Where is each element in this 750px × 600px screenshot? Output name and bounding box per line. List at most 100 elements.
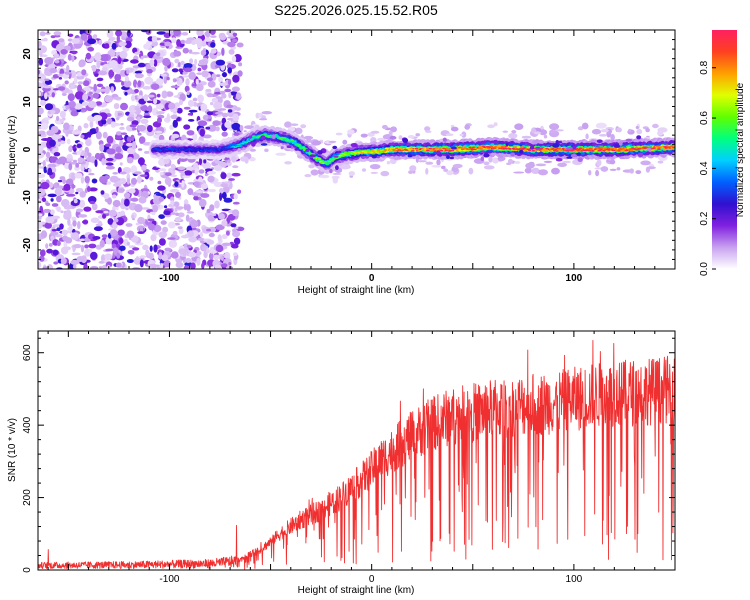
noise-speckle <box>98 88 108 92</box>
noise-speckle <box>106 118 113 125</box>
noise-speckle <box>110 121 116 128</box>
noise-speckle <box>213 254 220 260</box>
noise-speckle <box>71 38 80 44</box>
noise-speckle <box>228 92 232 99</box>
noise-speckle <box>88 243 97 249</box>
noise-speckle <box>232 113 239 122</box>
ridge-outlier <box>535 146 541 150</box>
noise-speckle <box>76 72 83 77</box>
noise-speckle <box>66 193 76 197</box>
noise-speckle <box>185 214 190 222</box>
ridge-cell <box>339 154 343 157</box>
noise-speckle <box>141 30 149 33</box>
ridge-cell <box>484 147 488 150</box>
ridge-cell <box>237 143 241 146</box>
halo-speckle <box>533 131 542 135</box>
ridge-outlier <box>402 138 409 143</box>
noise-speckle <box>209 204 215 212</box>
noise-speckle <box>38 213 43 217</box>
ridge-cell <box>364 152 368 154</box>
ridge-outlier <box>294 148 299 151</box>
noise-speckle <box>167 237 176 240</box>
noise-speckle <box>38 221 43 229</box>
noise-speckle <box>83 132 93 136</box>
halo-speckle <box>461 131 467 138</box>
noise-speckle <box>142 244 149 251</box>
noise-speckle <box>66 138 71 145</box>
noise-speckle <box>233 226 239 230</box>
ridge-cell <box>587 149 591 152</box>
noise-speckle <box>231 172 241 177</box>
ridge-outlier <box>317 150 323 155</box>
noise-speckle <box>51 226 56 230</box>
noise-speckle <box>188 71 196 80</box>
noise-speckle <box>47 163 57 169</box>
noise-speckle <box>158 196 164 202</box>
halo-speckle <box>521 135 532 139</box>
halo-speckle <box>388 130 393 136</box>
noise-speckle <box>174 102 181 108</box>
noise-speckle <box>98 39 103 45</box>
halo-speckle <box>555 129 564 132</box>
halo-speckle <box>294 127 303 135</box>
noise-speckle <box>57 179 63 183</box>
noise-speckle <box>152 204 159 213</box>
noise-speckle <box>190 262 196 269</box>
halo-speckle <box>596 159 602 167</box>
noise-speckle <box>123 80 132 88</box>
noise-speckle <box>119 139 124 148</box>
snr-series <box>38 331 675 570</box>
halo-speckle <box>443 168 448 172</box>
noise-speckle <box>170 114 178 120</box>
ridge-cell <box>331 158 336 161</box>
halo-speckle <box>319 174 330 179</box>
noise-speckle <box>177 226 183 230</box>
noise-speckle <box>63 45 71 51</box>
ridge-cell <box>446 148 450 150</box>
noise-speckle <box>205 88 212 92</box>
ridge-cell <box>295 143 300 145</box>
noise-speckle <box>64 71 72 75</box>
ridge-outlier <box>309 154 317 158</box>
noise-speckle <box>103 61 108 65</box>
noise-speckle <box>213 101 223 110</box>
ridge-cell <box>565 149 569 152</box>
noise-speckle <box>221 112 229 118</box>
noise-speckle <box>74 172 83 179</box>
halo-speckle <box>551 167 560 175</box>
noise-speckle <box>189 58 194 64</box>
ridge-cell <box>428 147 432 150</box>
ridge-cell <box>323 160 327 163</box>
noise-speckle <box>60 49 68 55</box>
noise-speckle <box>38 233 42 242</box>
noise-speckle <box>192 97 198 102</box>
noise-speckle <box>195 83 204 92</box>
ridge-cell <box>479 147 483 150</box>
noise-speckle <box>118 237 124 244</box>
noise-speckle <box>227 109 233 113</box>
noise-speckle <box>208 252 214 260</box>
halo-speckle <box>244 125 255 130</box>
noise-speckle <box>194 190 204 193</box>
noise-speckle <box>58 156 67 164</box>
noise-speckle <box>106 181 112 185</box>
noise-speckle <box>53 182 58 189</box>
halo-speckle <box>361 168 367 172</box>
ridge-cell <box>431 149 435 152</box>
noise-speckle <box>176 39 181 47</box>
noise-speckle <box>159 171 164 176</box>
ridge-outlier <box>555 157 563 162</box>
ridge-cell <box>171 149 175 152</box>
ridge-cell <box>397 148 401 151</box>
noise-speckle <box>156 31 166 35</box>
halo-speckle <box>284 121 292 128</box>
ridge-outlier <box>571 153 577 158</box>
noise-speckle <box>137 80 142 88</box>
noise-speckle <box>76 208 84 213</box>
noise-speckle <box>235 107 241 111</box>
ridge-outlier <box>613 143 621 148</box>
noise-speckle <box>72 220 77 227</box>
noise-speckle <box>108 69 115 78</box>
ridge-outlier <box>480 156 485 161</box>
